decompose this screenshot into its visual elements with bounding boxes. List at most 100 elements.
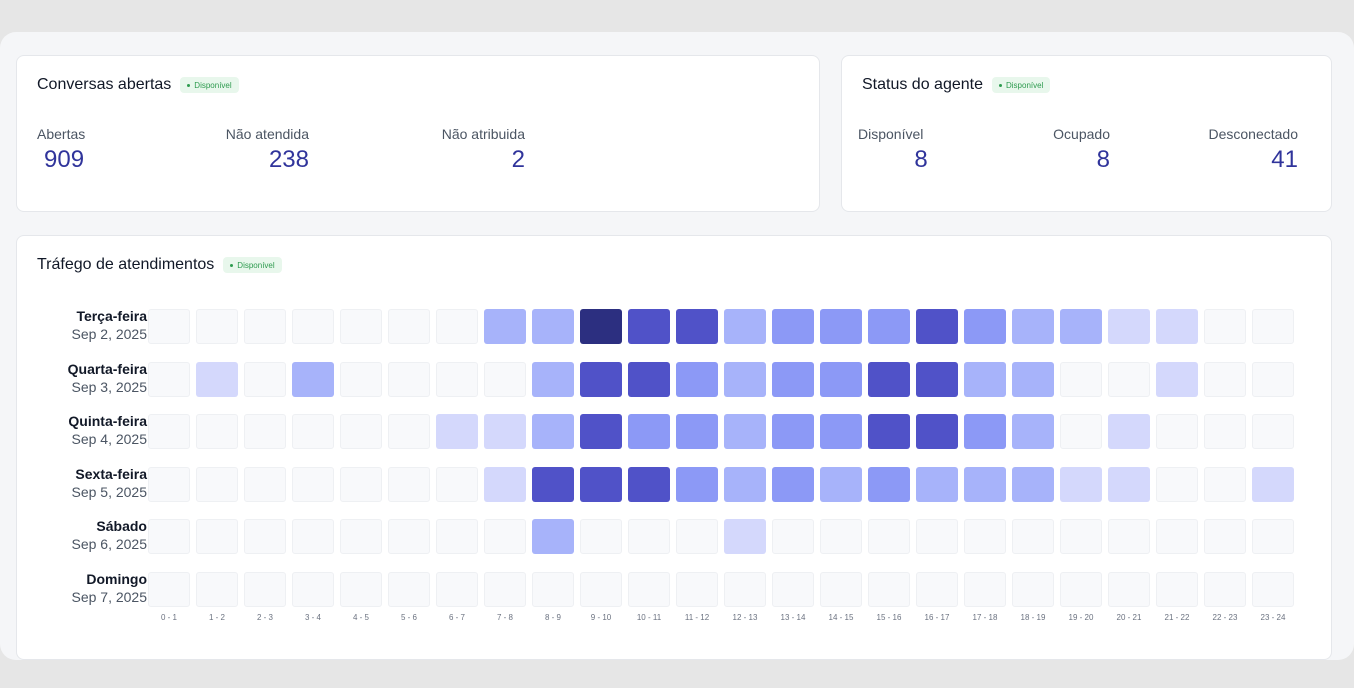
heatmap-cell[interactable] (1108, 362, 1150, 397)
heatmap-cell[interactable] (340, 519, 382, 554)
heatmap-cell[interactable] (676, 519, 718, 554)
heatmap-cell[interactable] (1012, 572, 1054, 607)
heatmap-cell[interactable] (436, 362, 478, 397)
heatmap-cell[interactable] (868, 309, 910, 344)
heatmap-cell[interactable] (868, 572, 910, 607)
heatmap-cell[interactable] (148, 467, 190, 502)
heatmap-cell[interactable] (484, 572, 526, 607)
heatmap-cell[interactable] (772, 362, 814, 397)
heatmap-cell[interactable] (676, 309, 718, 344)
heatmap-cell[interactable] (244, 362, 286, 397)
heatmap-cell[interactable] (484, 519, 526, 554)
heatmap-cell[interactable] (484, 467, 526, 502)
heatmap-cell[interactable] (1012, 467, 1054, 502)
heatmap-cell[interactable] (1204, 467, 1246, 502)
heatmap-cell[interactable] (724, 467, 766, 502)
heatmap-cell[interactable] (196, 519, 238, 554)
heatmap-cell[interactable] (1060, 309, 1102, 344)
heatmap-cell[interactable] (1156, 572, 1198, 607)
heatmap-cell[interactable] (532, 467, 574, 502)
heatmap-cell[interactable] (724, 362, 766, 397)
heatmap-cell[interactable] (1012, 414, 1054, 449)
heatmap-cell[interactable] (1012, 309, 1054, 344)
heatmap-cell[interactable] (628, 467, 670, 502)
heatmap-cell[interactable] (292, 467, 334, 502)
heatmap-cell[interactable] (1012, 362, 1054, 397)
heatmap-cell[interactable] (148, 362, 190, 397)
heatmap-cell[interactable] (1108, 572, 1150, 607)
heatmap-cell[interactable] (196, 362, 238, 397)
heatmap-cell[interactable] (964, 572, 1006, 607)
heatmap-cell[interactable] (820, 414, 862, 449)
heatmap-cell[interactable] (1012, 519, 1054, 554)
heatmap-cell[interactable] (916, 572, 958, 607)
heatmap-cell[interactable] (1204, 572, 1246, 607)
heatmap-cell[interactable] (1060, 362, 1102, 397)
heatmap-cell[interactable] (292, 414, 334, 449)
heatmap-cell[interactable] (1060, 467, 1102, 502)
heatmap-cell[interactable] (1252, 467, 1294, 502)
heatmap-cell[interactable] (916, 467, 958, 502)
heatmap-cell[interactable] (580, 414, 622, 449)
heatmap-cell[interactable] (1060, 572, 1102, 607)
heatmap-cell[interactable] (532, 362, 574, 397)
heatmap-cell[interactable] (820, 467, 862, 502)
heatmap-cell[interactable] (868, 362, 910, 397)
heatmap-cell[interactable] (676, 362, 718, 397)
heatmap-cell[interactable] (292, 362, 334, 397)
heatmap-cell[interactable] (436, 519, 478, 554)
heatmap-cell[interactable] (628, 309, 670, 344)
heatmap-cell[interactable] (820, 519, 862, 554)
heatmap-cell[interactable] (868, 414, 910, 449)
heatmap-cell[interactable] (244, 467, 286, 502)
heatmap-cell[interactable] (916, 362, 958, 397)
heatmap-cell[interactable] (1060, 414, 1102, 449)
heatmap-cell[interactable] (580, 519, 622, 554)
heatmap-cell[interactable] (148, 572, 190, 607)
heatmap-cell[interactable] (1252, 519, 1294, 554)
heatmap-cell[interactable] (244, 309, 286, 344)
heatmap-cell[interactable] (724, 309, 766, 344)
heatmap-cell[interactable] (436, 572, 478, 607)
heatmap-cell[interactable] (388, 414, 430, 449)
heatmap-cell[interactable] (532, 309, 574, 344)
heatmap-cell[interactable] (868, 519, 910, 554)
heatmap-cell[interactable] (964, 362, 1006, 397)
heatmap-cell[interactable] (292, 309, 334, 344)
heatmap-cell[interactable] (1204, 414, 1246, 449)
heatmap-cell[interactable] (628, 572, 670, 607)
heatmap-cell[interactable] (820, 572, 862, 607)
heatmap-cell[interactable] (1108, 519, 1150, 554)
heatmap-cell[interactable] (484, 362, 526, 397)
heatmap-cell[interactable] (1156, 414, 1198, 449)
heatmap-cell[interactable] (772, 519, 814, 554)
heatmap-cell[interactable] (196, 572, 238, 607)
heatmap-cell[interactable] (1204, 362, 1246, 397)
heatmap-cell[interactable] (388, 572, 430, 607)
heatmap-cell[interactable] (916, 414, 958, 449)
heatmap-cell[interactable] (580, 467, 622, 502)
heatmap-cell[interactable] (580, 572, 622, 607)
heatmap-cell[interactable] (628, 519, 670, 554)
heatmap-cell[interactable] (868, 467, 910, 502)
heatmap-cell[interactable] (676, 414, 718, 449)
heatmap-cell[interactable] (772, 572, 814, 607)
heatmap-cell[interactable] (388, 467, 430, 502)
heatmap-cell[interactable] (580, 362, 622, 397)
heatmap-cell[interactable] (1156, 309, 1198, 344)
heatmap-cell[interactable] (340, 309, 382, 344)
heatmap-cell[interactable] (964, 519, 1006, 554)
heatmap-cell[interactable] (484, 414, 526, 449)
heatmap-cell[interactable] (388, 309, 430, 344)
heatmap-cell[interactable] (1252, 309, 1294, 344)
heatmap-cell[interactable] (196, 467, 238, 502)
heatmap-cell[interactable] (628, 362, 670, 397)
heatmap-cell[interactable] (388, 362, 430, 397)
heatmap-cell[interactable] (1108, 309, 1150, 344)
heatmap-cell[interactable] (1252, 414, 1294, 449)
heatmap-cell[interactable] (244, 519, 286, 554)
heatmap-cell[interactable] (340, 572, 382, 607)
heatmap-cell[interactable] (1252, 362, 1294, 397)
heatmap-cell[interactable] (628, 414, 670, 449)
heatmap-cell[interactable] (916, 519, 958, 554)
